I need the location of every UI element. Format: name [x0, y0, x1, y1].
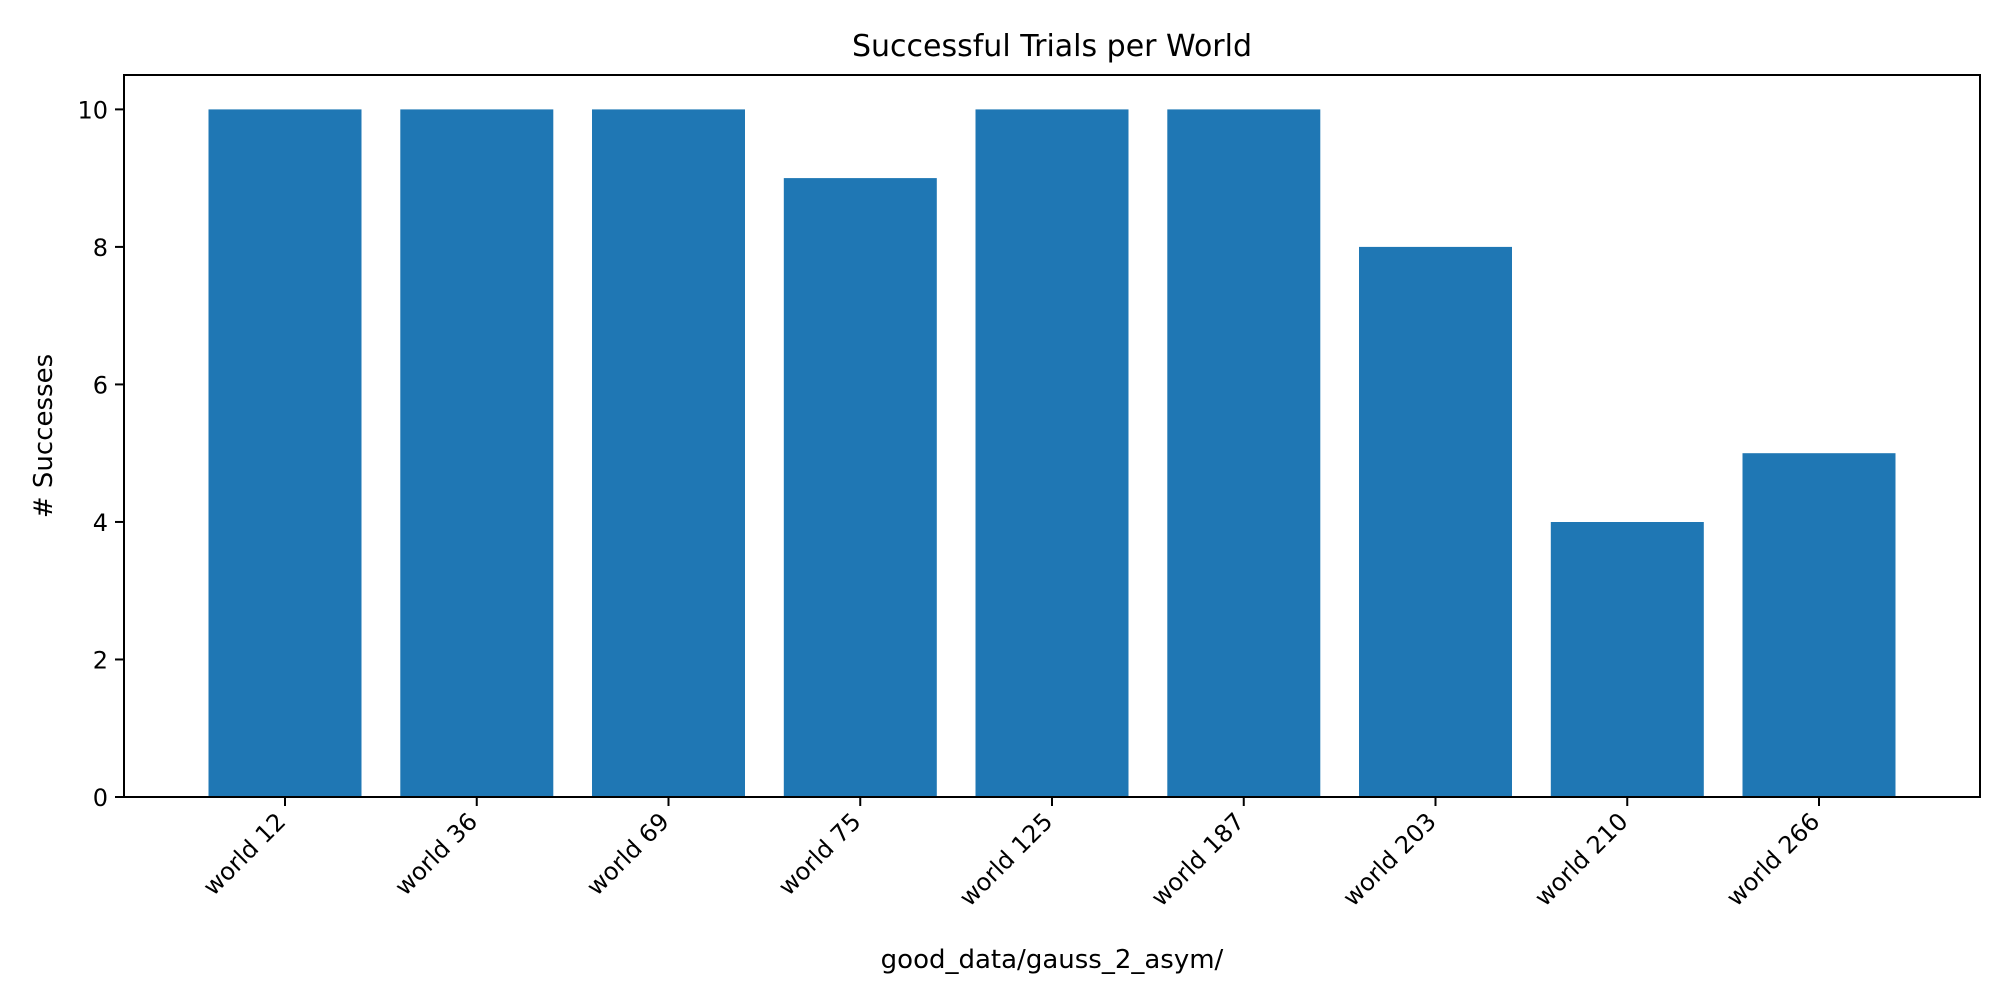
y-tick-label: 4: [93, 509, 108, 537]
x-tick-label: world 266: [1721, 807, 1825, 911]
y-tick-label: 2: [93, 646, 108, 674]
x-tick-label: world 210: [1529, 807, 1633, 911]
x-tick-label: world 12: [198, 807, 292, 901]
x-tick-label: world 203: [1337, 807, 1441, 911]
x-tick-label: world 187: [1146, 807, 1250, 911]
x-axis-label: good_data/gauss_2_asym/: [881, 945, 1224, 975]
x-axis: world 12 world 36 world 69 world 75 world 12…: [198, 797, 1825, 912]
y-tick-label: 10: [77, 96, 108, 124]
y-tick-label: 6: [93, 371, 108, 399]
bar-world-12: [208, 109, 362, 797]
bar-world-125: [975, 109, 1129, 797]
x-tick-label: world 125: [954, 807, 1058, 911]
bar-world-266: [1742, 453, 1896, 797]
bar-world-75: [783, 178, 937, 798]
y-axis-label: # Successes: [29, 354, 59, 518]
x-tick-label: world 36: [389, 807, 483, 901]
y-tick-label: 8: [93, 234, 108, 262]
bar-world-36: [400, 109, 554, 797]
bar-world-187: [1167, 109, 1321, 797]
y-axis: 0 2 4 6 8 10: [77, 96, 124, 812]
bar-world-69: [592, 109, 745, 797]
x-tick-label: world 69: [581, 807, 675, 901]
chart-title: Successful Trials per World: [852, 29, 1252, 64]
y-tick-label: 0: [93, 784, 108, 812]
bar-world-210: [1550, 522, 1704, 797]
x-tick-label: world 75: [773, 807, 867, 901]
plot-frame: [123, 74, 1981, 798]
bars-layer: [208, 109, 1896, 798]
bar-world-203: [1359, 246, 1512, 797]
